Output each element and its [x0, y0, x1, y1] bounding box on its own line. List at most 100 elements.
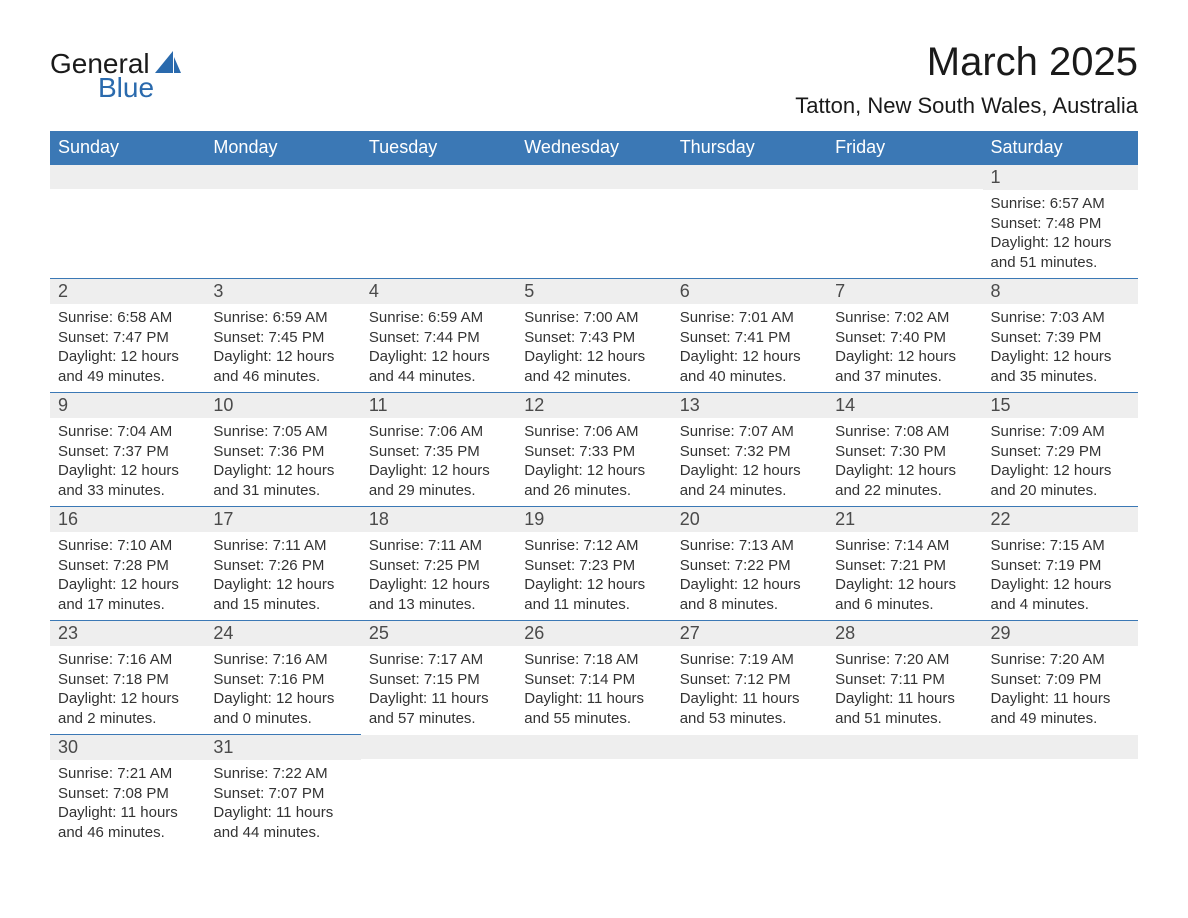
calendar-cell: 26Sunrise: 7:18 AMSunset: 7:14 PMDayligh…	[516, 621, 671, 735]
sunset-line: Sunset: 7:25 PM	[369, 556, 508, 576]
location: Tatton, New South Wales, Australia	[795, 93, 1138, 119]
day-number: 23	[50, 621, 205, 646]
calendar-cell: 3Sunrise: 6:59 AMSunset: 7:45 PMDaylight…	[205, 279, 360, 393]
day-content: Sunrise: 7:05 AMSunset: 7:36 PMDaylight:…	[205, 418, 360, 506]
sunset-line: Sunset: 7:29 PM	[991, 442, 1130, 462]
sunset-line: Sunset: 7:45 PM	[213, 328, 352, 348]
day-number-empty	[50, 165, 205, 189]
daylight-line: Daylight: 11 hours and 53 minutes.	[680, 689, 819, 728]
day-content: Sunrise: 7:13 AMSunset: 7:22 PMDaylight:…	[672, 532, 827, 620]
calendar-cell: 12Sunrise: 7:06 AMSunset: 7:33 PMDayligh…	[516, 393, 671, 507]
sunrise-line: Sunrise: 7:05 AM	[213, 422, 352, 442]
calendar-cell: 4Sunrise: 6:59 AMSunset: 7:44 PMDaylight…	[361, 279, 516, 393]
day-content-empty	[50, 189, 205, 269]
calendar-cell: 16Sunrise: 7:10 AMSunset: 7:28 PMDayligh…	[50, 507, 205, 621]
calendar-cell: 1Sunrise: 6:57 AMSunset: 7:48 PMDaylight…	[983, 165, 1138, 279]
day-number: 20	[672, 507, 827, 532]
day-number: 18	[361, 507, 516, 532]
day-number: 16	[50, 507, 205, 532]
sunrise-line: Sunrise: 7:06 AM	[524, 422, 663, 442]
day-number: 31	[205, 735, 360, 760]
sunset-line: Sunset: 7:30 PM	[835, 442, 974, 462]
day-content: Sunrise: 6:57 AMSunset: 7:48 PMDaylight:…	[983, 190, 1138, 278]
sunrise-line: Sunrise: 7:21 AM	[58, 764, 197, 784]
day-number: 13	[672, 393, 827, 418]
calendar-cell: 6Sunrise: 7:01 AMSunset: 7:41 PMDaylight…	[672, 279, 827, 393]
day-content: Sunrise: 7:16 AMSunset: 7:16 PMDaylight:…	[205, 646, 360, 734]
weekday-header: Saturday	[983, 131, 1138, 165]
daylight-line: Daylight: 12 hours and 49 minutes.	[58, 347, 197, 386]
day-content: Sunrise: 7:18 AMSunset: 7:14 PMDaylight:…	[516, 646, 671, 734]
daylight-line: Daylight: 12 hours and 2 minutes.	[58, 689, 197, 728]
day-number: 10	[205, 393, 360, 418]
sunrise-line: Sunrise: 7:20 AM	[991, 650, 1130, 670]
day-content: Sunrise: 7:06 AMSunset: 7:35 PMDaylight:…	[361, 418, 516, 506]
sunrise-line: Sunrise: 7:08 AM	[835, 422, 974, 442]
calendar-cell	[361, 735, 516, 849]
sunrise-line: Sunrise: 7:06 AM	[369, 422, 508, 442]
calendar-cell	[827, 165, 982, 279]
calendar-cell	[672, 735, 827, 849]
day-number: 7	[827, 279, 982, 304]
day-content: Sunrise: 7:20 AMSunset: 7:09 PMDaylight:…	[983, 646, 1138, 734]
day-content-empty	[983, 759, 1138, 839]
sunrise-line: Sunrise: 7:22 AM	[213, 764, 352, 784]
calendar-cell: 20Sunrise: 7:13 AMSunset: 7:22 PMDayligh…	[672, 507, 827, 621]
sunrise-line: Sunrise: 7:17 AM	[369, 650, 508, 670]
daylight-line: Daylight: 12 hours and 22 minutes.	[835, 461, 974, 500]
day-number: 24	[205, 621, 360, 646]
sunrise-line: Sunrise: 7:11 AM	[369, 536, 508, 556]
sunset-line: Sunset: 7:12 PM	[680, 670, 819, 690]
calendar-cell: 2Sunrise: 6:58 AMSunset: 7:47 PMDaylight…	[50, 279, 205, 393]
sunrise-line: Sunrise: 7:20 AM	[835, 650, 974, 670]
sunset-line: Sunset: 7:11 PM	[835, 670, 974, 690]
day-content-empty	[205, 189, 360, 269]
daylight-line: Daylight: 12 hours and 15 minutes.	[213, 575, 352, 614]
sunset-line: Sunset: 7:41 PM	[680, 328, 819, 348]
sunset-line: Sunset: 7:14 PM	[524, 670, 663, 690]
sunset-line: Sunset: 7:35 PM	[369, 442, 508, 462]
daylight-line: Daylight: 12 hours and 8 minutes.	[680, 575, 819, 614]
day-number: 26	[516, 621, 671, 646]
day-number-empty	[361, 735, 516, 759]
calendar-cell: 24Sunrise: 7:16 AMSunset: 7:16 PMDayligh…	[205, 621, 360, 735]
calendar-cell	[516, 735, 671, 849]
daylight-line: Daylight: 12 hours and 51 minutes.	[991, 233, 1130, 272]
day-number-empty	[983, 735, 1138, 759]
day-content: Sunrise: 7:20 AMSunset: 7:11 PMDaylight:…	[827, 646, 982, 734]
sunset-line: Sunset: 7:26 PM	[213, 556, 352, 576]
day-content: Sunrise: 7:09 AMSunset: 7:29 PMDaylight:…	[983, 418, 1138, 506]
daylight-line: Daylight: 11 hours and 49 minutes.	[991, 689, 1130, 728]
day-number-empty	[361, 165, 516, 189]
calendar-row: 23Sunrise: 7:16 AMSunset: 7:18 PMDayligh…	[50, 621, 1138, 735]
sunset-line: Sunset: 7:23 PM	[524, 556, 663, 576]
daylight-line: Daylight: 12 hours and 0 minutes.	[213, 689, 352, 728]
sunrise-line: Sunrise: 7:03 AM	[991, 308, 1130, 328]
day-content: Sunrise: 7:00 AMSunset: 7:43 PMDaylight:…	[516, 304, 671, 392]
calendar-row: 30Sunrise: 7:21 AMSunset: 7:08 PMDayligh…	[50, 735, 1138, 849]
sunrise-line: Sunrise: 7:12 AM	[524, 536, 663, 556]
calendar-row: 9Sunrise: 7:04 AMSunset: 7:37 PMDaylight…	[50, 393, 1138, 507]
daylight-line: Daylight: 12 hours and 37 minutes.	[835, 347, 974, 386]
calendar-row: 2Sunrise: 6:58 AMSunset: 7:47 PMDaylight…	[50, 279, 1138, 393]
daylight-line: Daylight: 12 hours and 11 minutes.	[524, 575, 663, 614]
day-content: Sunrise: 7:12 AMSunset: 7:23 PMDaylight:…	[516, 532, 671, 620]
day-number: 8	[983, 279, 1138, 304]
calendar-cell	[50, 165, 205, 279]
calendar-row: 1Sunrise: 6:57 AMSunset: 7:48 PMDaylight…	[50, 165, 1138, 279]
daylight-line: Daylight: 12 hours and 24 minutes.	[680, 461, 819, 500]
calendar-cell: 5Sunrise: 7:00 AMSunset: 7:43 PMDaylight…	[516, 279, 671, 393]
calendar-cell: 10Sunrise: 7:05 AMSunset: 7:36 PMDayligh…	[205, 393, 360, 507]
day-number: 25	[361, 621, 516, 646]
calendar-cell	[672, 165, 827, 279]
daylight-line: Daylight: 12 hours and 20 minutes.	[991, 461, 1130, 500]
sunset-line: Sunset: 7:37 PM	[58, 442, 197, 462]
calendar-cell: 7Sunrise: 7:02 AMSunset: 7:40 PMDaylight…	[827, 279, 982, 393]
sunrise-line: Sunrise: 7:13 AM	[680, 536, 819, 556]
day-content-empty	[361, 189, 516, 269]
title-block: March 2025 Tatton, New South Wales, Aust…	[795, 40, 1138, 119]
day-content-empty	[516, 189, 671, 269]
calendar-cell	[516, 165, 671, 279]
calendar-cell: 17Sunrise: 7:11 AMSunset: 7:26 PMDayligh…	[205, 507, 360, 621]
weekday-header: Monday	[205, 131, 360, 165]
